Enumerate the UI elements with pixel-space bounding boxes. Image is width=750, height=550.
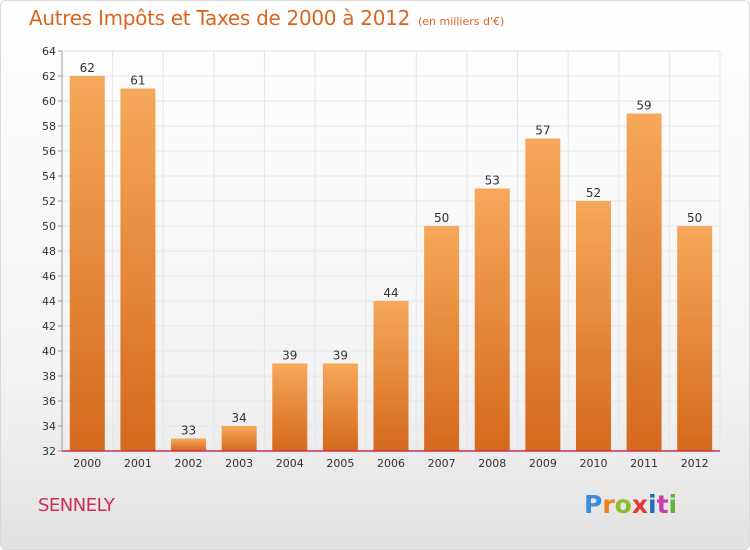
y-tick-label: 62 bbox=[42, 70, 56, 83]
x-tick-label: 2003 bbox=[225, 457, 253, 470]
x-tick-label: 2005 bbox=[326, 457, 354, 470]
x-tick-label: 2004 bbox=[276, 457, 304, 470]
logo-letter: i bbox=[668, 490, 678, 519]
logo-letter: r bbox=[602, 490, 615, 519]
bars bbox=[69, 76, 713, 451]
x-tick-label: 2009 bbox=[529, 457, 557, 470]
bar-2009 bbox=[525, 138, 561, 451]
bar-value-label: 50 bbox=[434, 211, 449, 225]
proxiti-logo: Proxiti bbox=[584, 490, 677, 519]
x-tick-label: 2011 bbox=[630, 457, 658, 470]
bar-value-label: 39 bbox=[333, 349, 348, 363]
bar-value-label: 59 bbox=[636, 99, 651, 113]
bar-2008 bbox=[474, 188, 510, 451]
logo-letter: P bbox=[584, 490, 603, 519]
chart-unit: (en milliers d'€) bbox=[418, 15, 505, 28]
x-tick-label: 2012 bbox=[681, 457, 709, 470]
y-tick-label: 38 bbox=[42, 370, 56, 383]
y-tick-label: 64 bbox=[42, 45, 56, 58]
bar-2001 bbox=[120, 88, 156, 451]
bar-value-label: 62 bbox=[80, 61, 95, 75]
bar-2006 bbox=[373, 301, 409, 451]
x-tick-label: 2001 bbox=[124, 457, 152, 470]
logo-letter: i bbox=[648, 490, 657, 519]
x-tick-label: 2010 bbox=[579, 457, 607, 470]
x-tick-label: 2008 bbox=[478, 457, 506, 470]
bar-2005 bbox=[322, 363, 358, 451]
y-tick-label: 48 bbox=[42, 245, 56, 258]
x-tick-label: 2007 bbox=[428, 457, 456, 470]
y-tick-label: 54 bbox=[42, 170, 56, 183]
labels: 32 34 36 38 40 42 44 46 48 50 52 54 56 58 60 62 64 62 2000… bbox=[42, 45, 709, 470]
y-tick-label: 32 bbox=[42, 445, 56, 458]
bar-value-label: 50 bbox=[687, 211, 702, 225]
bar-2000 bbox=[69, 76, 105, 451]
bar-2010 bbox=[575, 201, 611, 451]
logo-letter: t bbox=[656, 490, 669, 519]
bar-value-label: 44 bbox=[383, 286, 398, 300]
y-tick-label: 36 bbox=[42, 395, 56, 408]
y-tick-label: 60 bbox=[42, 95, 56, 108]
chart-title: Autres Impôts et Taxes de 2000 à 2012 (en… bbox=[29, 6, 504, 30]
bar-value-label: 61 bbox=[130, 74, 145, 88]
y-tick-label: 50 bbox=[42, 220, 56, 233]
logo-letter: x bbox=[631, 490, 648, 519]
y-tick-label: 44 bbox=[42, 295, 56, 308]
y-tick-label: 56 bbox=[42, 145, 56, 158]
bar-value-label: 53 bbox=[485, 174, 500, 188]
bar-2002 bbox=[171, 438, 207, 451]
bar-value-label: 52 bbox=[586, 186, 601, 200]
y-tick-label: 46 bbox=[42, 270, 56, 283]
y-tick-label: 58 bbox=[42, 120, 56, 133]
bar-2004 bbox=[272, 363, 308, 451]
y-tick-label: 34 bbox=[42, 420, 56, 433]
bar-2011 bbox=[626, 113, 662, 451]
x-tick-label: 2002 bbox=[175, 457, 203, 470]
bar-2012 bbox=[677, 226, 713, 451]
bar-value-label: 34 bbox=[232, 411, 247, 425]
y-tick-label: 42 bbox=[42, 320, 56, 333]
bar-2003 bbox=[221, 426, 257, 451]
y-tick-label: 52 bbox=[42, 195, 56, 208]
bar-value-label: 39 bbox=[282, 349, 297, 363]
y-tick-label: 40 bbox=[42, 345, 56, 358]
commune-name: SENNELY bbox=[38, 495, 115, 516]
logo-letter: o bbox=[614, 490, 632, 519]
bar-value-label: 57 bbox=[535, 124, 550, 138]
axes bbox=[58, 50, 720, 452]
bar-2007 bbox=[424, 226, 460, 451]
x-tick-label: 2006 bbox=[377, 457, 405, 470]
chart-title-text: Autres Impôts et Taxes de 2000 à 2012 bbox=[29, 6, 410, 30]
bar-value-label: 33 bbox=[181, 424, 196, 438]
x-tick-label: 2000 bbox=[73, 457, 101, 470]
